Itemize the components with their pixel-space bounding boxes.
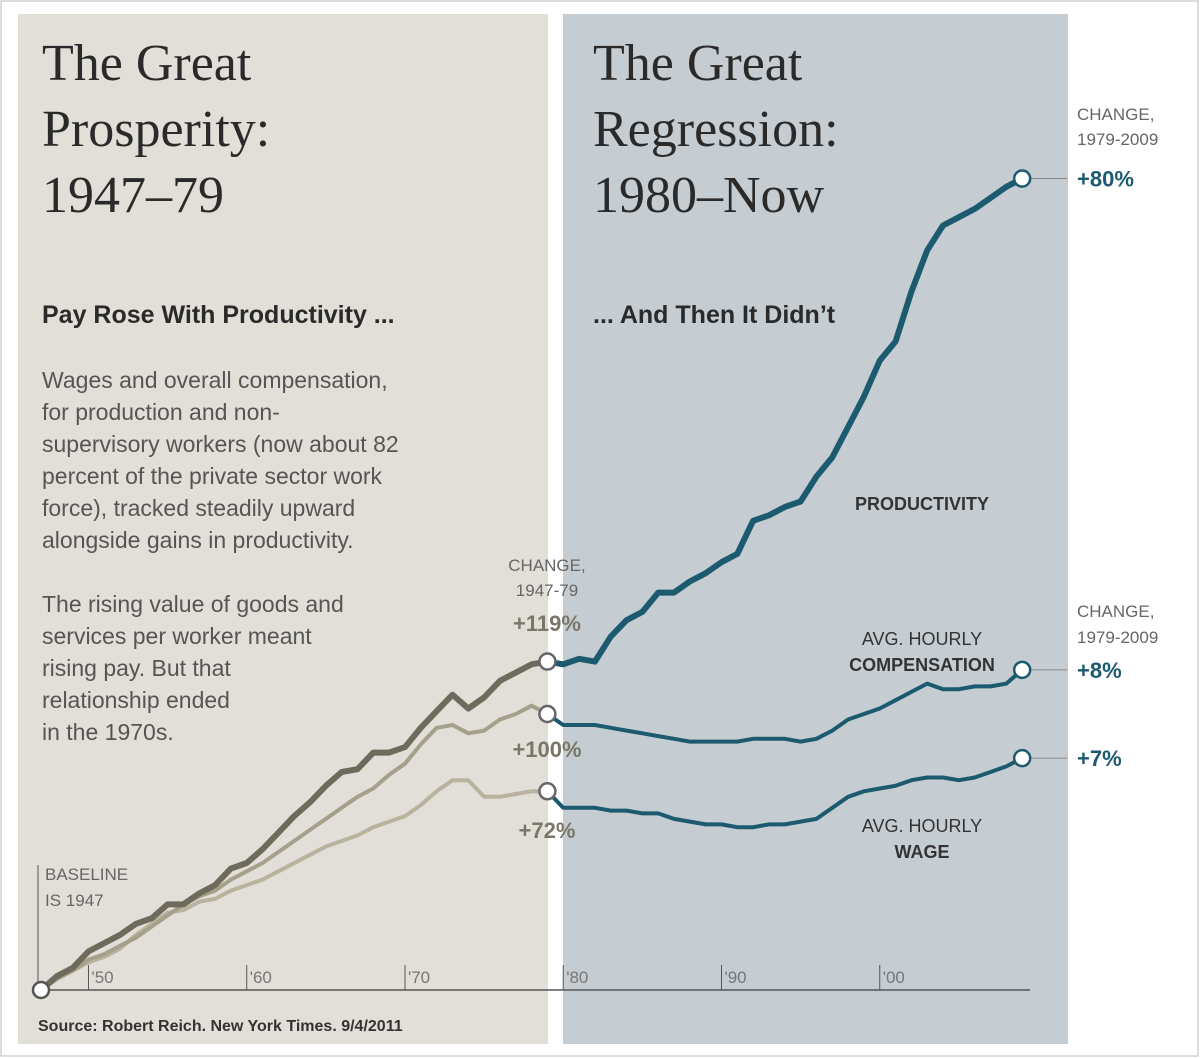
series-label: AVG. HOURLY bbox=[862, 816, 982, 836]
change-label: +7% bbox=[1077, 746, 1122, 771]
lines-layer bbox=[38, 175, 1026, 993]
x-tick-label: '90 bbox=[724, 968, 746, 987]
text-layer: The Great Prosperity: 1947–79 Pay Rose With… bbox=[38, 35, 1158, 1035]
change-label: +119% bbox=[513, 611, 581, 636]
x-tick-label: '60 bbox=[250, 968, 272, 987]
change-heading: 1979-2009 bbox=[1077, 628, 1158, 647]
panel-title: 1947–79 bbox=[42, 167, 224, 224]
series-line bbox=[545, 756, 1025, 830]
point-marker bbox=[538, 782, 557, 801]
point-marker bbox=[1012, 169, 1032, 188]
point-marker bbox=[538, 652, 557, 671]
panel-subtitle: Pay Rose With Productivity ... bbox=[42, 301, 395, 329]
axis-layer: '50 '60 '70 '80 '90 '00 bbox=[37, 865, 1030, 991]
body-text: Wages and overall compensation, bbox=[42, 367, 388, 393]
panel-title: The Great bbox=[42, 35, 252, 92]
body-text: alongside gains in productivity. bbox=[42, 527, 354, 553]
point-marker bbox=[31, 980, 51, 1000]
series-label: PRODUCTIVITY bbox=[855, 494, 989, 514]
change-heading: 1979-2009 bbox=[1077, 130, 1158, 149]
body-text: services per worker meant bbox=[42, 623, 312, 649]
body-text: for production and non- bbox=[42, 399, 280, 425]
change-label: +72% bbox=[519, 818, 576, 843]
baseline-note: IS 1947 bbox=[45, 891, 104, 910]
body-text: force), tracked steadily upward bbox=[42, 495, 355, 521]
panel-title: 1980–Now bbox=[593, 167, 825, 224]
markers-layer bbox=[31, 169, 1068, 1000]
change-label: +80% bbox=[1077, 167, 1134, 192]
panel-subtitle: ... And Then It Didn’t bbox=[593, 301, 836, 329]
change-label: +100% bbox=[512, 737, 581, 762]
panel-prosperity bbox=[18, 14, 548, 1044]
change-heading: CHANGE, bbox=[1077, 105, 1154, 124]
change-heading: CHANGE, bbox=[508, 556, 585, 575]
body-text: The rising value of goods and bbox=[42, 591, 344, 617]
change-label: +8% bbox=[1077, 658, 1122, 683]
change-heading: 1947-79 bbox=[516, 581, 578, 600]
body-text: in the 1970s. bbox=[42, 719, 174, 745]
series-line bbox=[544, 175, 1026, 668]
panel-regression bbox=[563, 14, 1068, 1044]
body-text: supervisory workers (now about 82 bbox=[42, 431, 399, 457]
body-text: rising pay. But that bbox=[42, 655, 231, 681]
point-marker bbox=[1012, 660, 1032, 680]
panel-title: The Great bbox=[593, 35, 803, 92]
series-label: WAGE bbox=[894, 842, 949, 862]
panel-title: Prosperity: bbox=[42, 101, 270, 158]
change-heading: CHANGE, bbox=[1077, 602, 1154, 621]
x-tick-label: '00 bbox=[883, 968, 905, 987]
body-text: relationship ended bbox=[42, 687, 230, 713]
source: Source: Robert Reich. New York Times. 9/… bbox=[38, 1018, 403, 1035]
x-tick-label: '70 bbox=[408, 968, 430, 987]
series-line bbox=[38, 658, 551, 993]
series-line bbox=[39, 703, 550, 992]
point-marker bbox=[1012, 748, 1032, 768]
panel-title: Regression: bbox=[593, 101, 839, 158]
baseline-note: BASELINE bbox=[45, 865, 128, 884]
series-label: COMPENSATION bbox=[849, 655, 995, 675]
body-text: percent of the private sector work bbox=[42, 463, 383, 489]
series-label: AVG. HOURLY bbox=[862, 629, 982, 649]
x-tick-label: '50 bbox=[91, 968, 113, 987]
point-marker bbox=[538, 704, 557, 724]
series-line bbox=[545, 667, 1025, 744]
x-tick-label: '80 bbox=[566, 968, 588, 987]
